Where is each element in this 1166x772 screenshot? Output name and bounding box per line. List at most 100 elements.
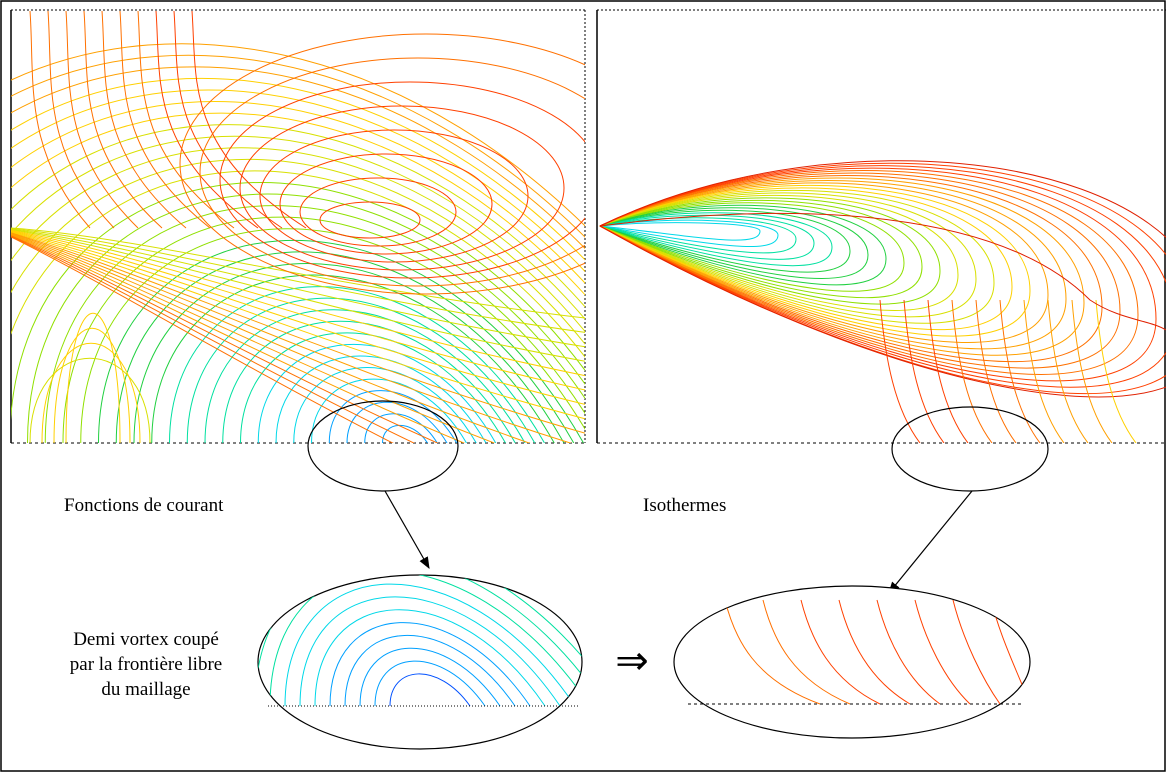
isotherm-leg xyxy=(903,299,945,443)
streamline-vortex xyxy=(293,367,477,443)
streamline-jet xyxy=(11,227,585,319)
isotherm-leg xyxy=(1047,299,1089,443)
isotherm-line xyxy=(599,222,761,241)
isotherm-line xyxy=(599,212,833,267)
streamline-upper xyxy=(83,11,163,229)
isotherm-panel xyxy=(596,9,1166,444)
streamline-jet xyxy=(11,228,585,348)
zoom-streamline xyxy=(299,596,561,707)
zoom-isotherm xyxy=(952,599,1001,705)
zoom-arrow-left xyxy=(384,490,430,570)
streamline-vortex xyxy=(328,390,458,443)
streamline-jet xyxy=(11,229,585,362)
streamline-loop xyxy=(29,357,151,443)
streamline-jet xyxy=(11,235,415,443)
zoom-streamline xyxy=(344,634,516,707)
isotherm-line xyxy=(599,202,905,292)
streamline-eddy xyxy=(279,153,493,255)
isotherm-line xyxy=(599,209,851,273)
streamline-eddy xyxy=(239,105,565,271)
streamfunction-contours xyxy=(11,11,585,443)
streamline-vortex xyxy=(169,286,545,443)
isotherm-line xyxy=(599,180,1067,350)
isotherm-line xyxy=(599,162,1166,395)
streamline-vortex xyxy=(257,344,497,443)
streamline-vortex xyxy=(11,78,585,261)
isotherm-leg xyxy=(951,299,993,443)
isotherm-line xyxy=(599,194,959,311)
zoom-streamline xyxy=(284,583,576,707)
streamline-vortex xyxy=(346,401,448,443)
streamline-jet xyxy=(11,232,572,443)
streamline-upper xyxy=(119,11,211,229)
streamline-upper xyxy=(137,11,235,229)
isotherm-line xyxy=(599,197,941,305)
zoom-streamline xyxy=(258,575,582,707)
zoom-isotherm xyxy=(876,599,941,705)
streamline-vortex xyxy=(11,182,585,424)
zoom-isotherm xyxy=(724,599,821,705)
streamline-loop xyxy=(41,342,141,443)
isotherm-line xyxy=(599,190,995,324)
streamline-upper xyxy=(155,11,259,229)
streamline-eddy xyxy=(259,129,529,263)
isotherm-line xyxy=(599,214,815,260)
streamline-vortex xyxy=(11,147,585,333)
isotherm-line xyxy=(599,170,1139,375)
streamline-vortex xyxy=(204,309,526,443)
half-vortex-note: Demi vortex coupé par la frontière libre… xyxy=(26,627,266,702)
zoom-streamline xyxy=(269,575,582,707)
isotherm-outer xyxy=(599,213,1166,331)
isotherm-line xyxy=(599,219,779,247)
isotherm-caption: Isothermes xyxy=(643,495,727,516)
isotherm-line xyxy=(599,177,1085,356)
streamline-eddy xyxy=(179,33,585,295)
isotherm-leg xyxy=(927,299,969,443)
streamline-jet xyxy=(11,231,585,405)
streamfunction-panel xyxy=(10,9,586,444)
zoom-isotherm xyxy=(800,599,881,705)
streamline-vortex xyxy=(11,135,585,320)
streamline-vortex xyxy=(11,54,585,238)
isotherm-line xyxy=(599,165,1166,388)
streamline-vortex xyxy=(11,101,585,284)
isotherm-line xyxy=(599,185,1031,337)
isotherm-line xyxy=(599,207,869,279)
isotherm-leg xyxy=(975,299,1017,443)
streamline-upper xyxy=(173,11,283,229)
streamline-jet xyxy=(11,235,439,443)
streamline-jet xyxy=(11,233,531,443)
zoom-streamfunction xyxy=(257,574,583,750)
streamline-upper xyxy=(65,11,139,229)
zoom-streamline xyxy=(389,673,471,707)
implies-symbol: ⇒ xyxy=(615,638,649,684)
streamline-eddy xyxy=(219,81,585,279)
streamline-vortex xyxy=(44,205,585,443)
streamline-vortex xyxy=(240,332,506,443)
streamline-vortex xyxy=(222,320,516,443)
streamline-vortex xyxy=(11,89,585,273)
half-vortex-note-line3: du maillage xyxy=(101,679,191,700)
streamline-jet xyxy=(11,230,585,391)
streamline-upper xyxy=(101,11,187,229)
streamline-vortex xyxy=(275,355,487,443)
streamline-jet xyxy=(11,229,585,377)
isotherm-line xyxy=(599,160,1166,398)
zoom-streamline xyxy=(374,660,486,707)
streamline-vortex xyxy=(62,216,585,443)
isotherm-line xyxy=(599,204,887,286)
streamline-eddy xyxy=(319,201,421,239)
streamline-vortex xyxy=(186,297,536,443)
streamline-upper xyxy=(29,11,91,229)
streamline-jet xyxy=(11,231,585,420)
zoom-streamline xyxy=(359,647,501,707)
isotherm-leg xyxy=(1095,299,1137,443)
streamline-vortex xyxy=(98,239,584,443)
streamline-jet xyxy=(11,232,585,434)
highlight-ellipse-right xyxy=(891,406,1049,492)
streamline-jet xyxy=(11,234,466,443)
isotherm-line xyxy=(599,192,977,318)
zoom-isotherm xyxy=(838,599,911,705)
streamline-vortex xyxy=(11,66,585,250)
